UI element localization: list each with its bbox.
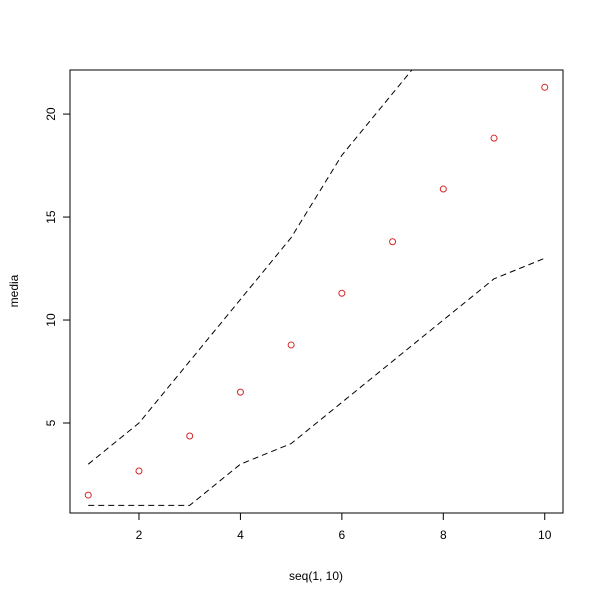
plot-frame (69, 69, 564, 514)
point (186, 432, 194, 440)
y-tick-label: 5 (44, 419, 58, 426)
point (490, 134, 498, 142)
y-axis-label: media (7, 274, 21, 307)
x-tick-label: 10 (538, 528, 552, 542)
x-tick-label: 4 (237, 528, 244, 542)
point (135, 467, 143, 475)
point (389, 238, 397, 246)
y-tick-label: 10 (44, 313, 58, 327)
point (541, 83, 549, 91)
x-tick-label: 2 (136, 528, 143, 542)
point (338, 289, 346, 297)
y-tick-label: 20 (44, 107, 58, 121)
plot-area (84, 70, 549, 506)
dashed-line (88, 257, 545, 506)
point (439, 185, 447, 193)
point (84, 491, 92, 499)
y-tick-label: 15 (44, 210, 58, 224)
point (287, 341, 295, 349)
point (236, 388, 244, 396)
x-tick-label: 6 (339, 528, 346, 542)
x-tick-label: 8 (440, 528, 447, 542)
x-axis-label: seq(1, 10) (289, 569, 343, 583)
dashed-line (87, 70, 413, 465)
